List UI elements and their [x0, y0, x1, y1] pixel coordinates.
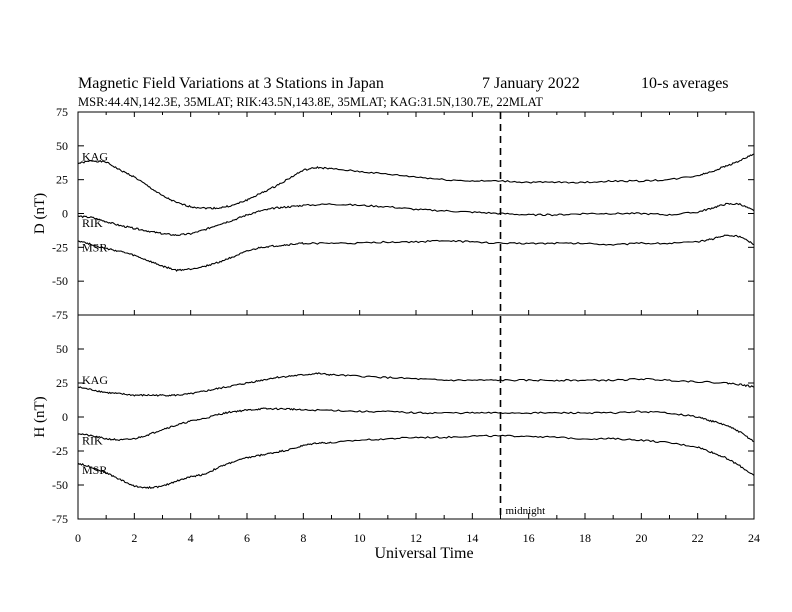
x-tick-label: 6 [244, 531, 250, 545]
chart-title: Magnetic Field Variations at 3 Stations … [78, 75, 384, 92]
y-axis-label: D (nT) [32, 193, 48, 234]
y-tick-label: 50 [56, 342, 68, 356]
series-label-rik: RIK [82, 216, 103, 230]
series-label-rik: RIK [82, 433, 103, 447]
y-axis-label: H (nT) [32, 396, 48, 437]
series-line-msr [77, 234, 755, 272]
series-label-msr: MSR [82, 241, 107, 255]
chart-stations-line: MSR:44.4N,142.3E, 35MLAT; RIK:43.5N,143.… [78, 95, 543, 109]
x-tick-label: 0 [75, 531, 81, 545]
y-tick-label: -50 [52, 478, 68, 492]
series-label-msr: MSR [82, 463, 107, 477]
series-line-rik [77, 202, 755, 236]
y-tick-label: -25 [52, 444, 68, 458]
y-tick-label: 50 [56, 139, 68, 153]
series-line-rik [77, 407, 755, 443]
panel-1: 50 25 0 -25 -50 -75 H (nT) KAG RIK MSR [32, 314, 755, 526]
y-tick-label: 0 [62, 207, 68, 221]
x-axis-label: Universal Time [374, 545, 473, 562]
series-line-kag [77, 153, 755, 210]
chart-date: 7 January 2022 [482, 75, 580, 92]
y-tick-label: 25 [56, 173, 68, 187]
y-tick-label: 25 [56, 376, 68, 390]
y-tick-label: 0 [62, 410, 68, 424]
y-tick-label: -25 [52, 240, 68, 254]
panel-0: 75 50 25 0 -25 -50 -75 D (nT) KAG RIK MSR [32, 105, 755, 322]
x-tick-label: 20 [635, 531, 647, 545]
x-tick-label: 14 [466, 531, 478, 545]
x-tick-label: 4 [188, 531, 194, 545]
midnight-label: midnight [506, 505, 546, 517]
y-tick-label: 75 [56, 105, 68, 119]
x-tick-label: 16 [523, 531, 535, 545]
x-tick-label: 12 [410, 531, 422, 545]
chart-averaging: 10-s averages [641, 75, 729, 92]
y-tick-label: -75 [52, 512, 68, 526]
x-tick-label: 18 [579, 531, 591, 545]
y-tick-label: -75 [52, 308, 68, 322]
y-tick-label: -50 [52, 274, 68, 288]
x-tick-label: 8 [300, 531, 306, 545]
x-tick-label: 2 [131, 531, 137, 545]
series-line-kag [77, 372, 755, 397]
x-tick-label: 22 [692, 531, 704, 545]
series-line-msr [77, 434, 755, 490]
x-tick-label: 10 [354, 531, 366, 545]
x-tick-label: 24 [748, 531, 760, 545]
series-label-kag: KAG [82, 149, 108, 163]
series-label-kag: KAG [82, 373, 108, 387]
